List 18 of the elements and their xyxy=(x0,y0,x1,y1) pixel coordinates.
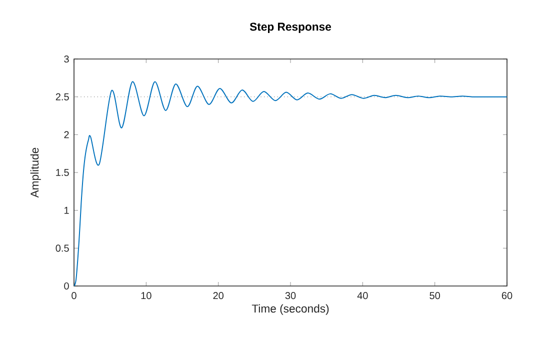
x-tick-label: 40 xyxy=(357,292,368,300)
y-tick-label: 1 xyxy=(64,206,69,214)
x-axis-title: Time (seconds) xyxy=(252,304,329,315)
chart-title: Step Response xyxy=(250,22,332,33)
y-tick-label: 1.5 xyxy=(56,169,69,176)
y-tick-label: 2 xyxy=(64,131,69,138)
x-tick-label: 0 xyxy=(72,292,76,300)
y-tick-label: 3 xyxy=(64,55,69,63)
x-tick-label: 30 xyxy=(285,292,296,300)
x-tick-label: 50 xyxy=(430,292,440,300)
line-series xyxy=(74,81,507,286)
y-tick-label: 2.5 xyxy=(56,93,69,100)
x-tick-label: 20 xyxy=(213,292,224,300)
y-tick-label: 0.5 xyxy=(56,244,69,252)
y-tick-label: 0 xyxy=(64,282,69,290)
x-tick-label: 10 xyxy=(141,292,152,300)
x-tick-label: 60 xyxy=(502,292,512,300)
y-axis-title: Amplitude xyxy=(30,148,41,198)
